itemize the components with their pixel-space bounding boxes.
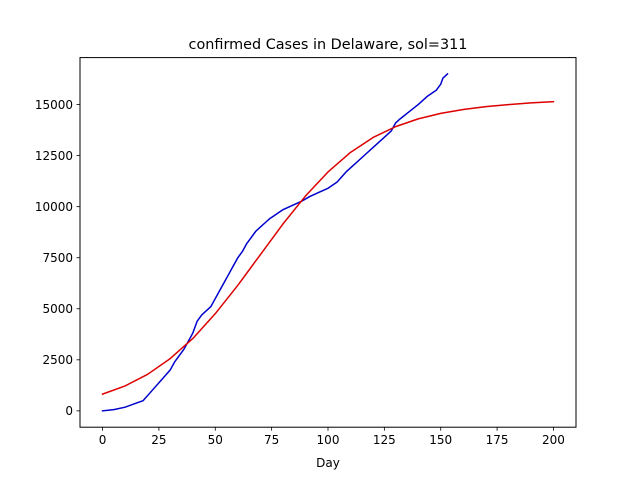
- y-tick-label: 0: [65, 404, 73, 418]
- y-tick-label: 5000: [42, 302, 73, 316]
- y-tick-label: 7500: [42, 251, 73, 265]
- series-layer: [101, 72, 555, 412]
- y-tick-label: 15000: [35, 98, 73, 112]
- x-tick-label: 75: [264, 433, 279, 447]
- x-tick-label: 150: [429, 433, 452, 447]
- x-axis-label: Day: [316, 456, 340, 470]
- x-tick-label: 125: [373, 433, 396, 447]
- y-axis: 0 2500 5000 7500 10000 12500 15000: [35, 98, 80, 418]
- y-tick-label: 10000: [35, 200, 73, 214]
- x-tick-label: 200: [542, 433, 565, 447]
- x-tick-label: 0: [99, 433, 107, 447]
- x-axis: 0 25 50 75 100 125 150 175 200: [99, 427, 565, 447]
- series-line-0: [101, 72, 449, 412]
- chart-title: confirmed Cases in Delaware, sol=311: [189, 37, 468, 53]
- y-tick-label: 2500: [42, 353, 73, 367]
- x-tick-label: 100: [317, 433, 340, 447]
- x-tick-label: 175: [486, 433, 509, 447]
- series-line-1: [101, 100, 555, 396]
- x-tick-label: 25: [151, 433, 166, 447]
- x-tick-label: 50: [208, 433, 223, 447]
- y-tick-label: 12500: [35, 149, 73, 163]
